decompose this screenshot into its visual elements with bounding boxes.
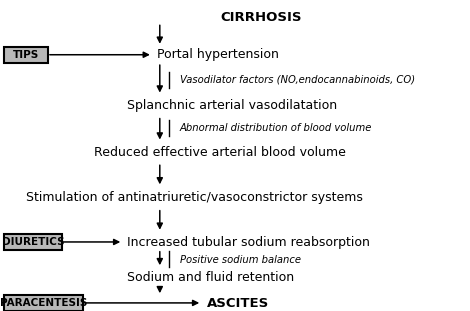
Text: Reduced effective arterial blood volume: Reduced effective arterial blood volume (94, 146, 346, 159)
Text: TIPS: TIPS (13, 50, 39, 60)
Text: Vasodilator factors (NO,endocannabinoids, CO): Vasodilator factors (NO,endocannabinoids… (180, 75, 415, 85)
Text: Splanchnic arterial vasodilatation: Splanchnic arterial vasodilatation (127, 99, 337, 112)
Text: Positive sodium balance: Positive sodium balance (180, 255, 300, 265)
Text: Increased tubular sodium reabsorption: Increased tubular sodium reabsorption (127, 236, 370, 249)
Text: Abnormal distribution of blood volume: Abnormal distribution of blood volume (180, 123, 372, 133)
Text: Sodium and fluid retention: Sodium and fluid retention (127, 271, 294, 284)
FancyBboxPatch shape (4, 234, 62, 250)
FancyBboxPatch shape (4, 295, 83, 311)
Text: CIRRHOSIS: CIRRHOSIS (220, 11, 302, 24)
Text: PARACENTESIS: PARACENTESIS (0, 298, 87, 308)
Text: Stimulation of antinatriuretic/vasoconstrictor systems: Stimulation of antinatriuretic/vasoconst… (26, 191, 363, 204)
Text: DIURETICS: DIURETICS (1, 237, 64, 247)
Text: ASCITES: ASCITES (207, 297, 269, 310)
FancyBboxPatch shape (4, 47, 48, 63)
Text: Portal hypertension: Portal hypertension (157, 48, 279, 61)
